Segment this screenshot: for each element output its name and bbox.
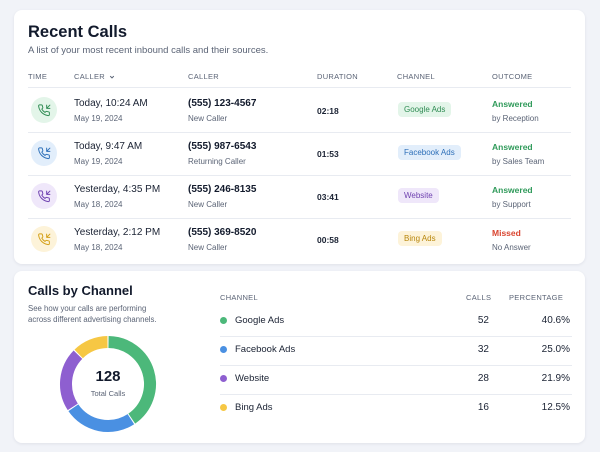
channel-badge: Bing Ads — [398, 231, 442, 246]
incoming-call-icon — [31, 97, 57, 123]
call-outcome-detail: by Reception — [492, 114, 539, 123]
column-duration: DURATION — [317, 72, 359, 81]
channel-row[interactable]: Google Ads 52 40.6% — [14, 307, 585, 336]
column-outcome: OUTCOME — [492, 72, 533, 81]
total-calls-label: Total Calls — [90, 389, 126, 398]
caller-phone[interactable]: (555) 123-4567 — [188, 98, 257, 109]
call-duration: 02:18 — [317, 106, 339, 116]
column-caller-sort-label: CALLER — [74, 72, 105, 81]
caller-phone[interactable]: (555) 246-8135 — [188, 184, 257, 195]
incoming-call-icon — [31, 226, 57, 252]
caller-type: New Caller — [188, 114, 228, 123]
channel-donut-chart — [60, 336, 156, 432]
incoming-call-icon — [31, 183, 57, 209]
channel-color-dot — [220, 346, 227, 353]
channel-name: Facebook Ads — [235, 344, 296, 355]
donut-slice-website — [60, 350, 83, 411]
channel-badge: Website — [398, 188, 439, 203]
column-calls: CALLS — [466, 293, 492, 302]
channel-color-dot — [220, 404, 227, 411]
channel-name: Website — [235, 373, 270, 384]
donut-slice-bing-ads — [74, 336, 108, 359]
recent-calls-subtitle: A list of your most recent inbound calls… — [28, 45, 269, 56]
channel-name: Google Ads — [235, 315, 285, 326]
row-divider — [28, 132, 571, 133]
column-percentage: PERCENTAGE — [509, 293, 564, 302]
caller-phone[interactable]: (555) 369-8520 — [188, 227, 257, 238]
channel-name: Bing Ads — [235, 402, 273, 413]
chevron-down-icon — [110, 75, 115, 79]
call-date: May 19, 2024 — [74, 157, 123, 166]
channel-color-dot — [220, 375, 227, 382]
call-outcome: Missed — [492, 228, 521, 238]
column-caller-sortable[interactable]: CALLER — [74, 72, 115, 81]
recent-calls-card: Recent Calls A list of your most recent … — [14, 10, 585, 264]
call-outcome-detail: by Support — [492, 200, 531, 209]
call-outcome: Answered — [492, 142, 533, 152]
channel-calls: 16 — [477, 402, 489, 413]
header-divider — [28, 87, 571, 88]
call-duration: 00:58 — [317, 235, 339, 245]
channel-percentage: 12.5% — [541, 402, 570, 413]
table-row[interactable]: Today, 10:24 AM May 19, 2024 (555) 123-4… — [14, 89, 585, 132]
channel-row[interactable]: Website 28 21.9% — [14, 365, 585, 394]
total-calls-value: 128 — [95, 368, 121, 385]
table-row[interactable]: Yesterday, 2:12 PM May 18, 2024 (555) 36… — [14, 218, 585, 261]
row-divider — [220, 365, 572, 366]
table-row[interactable]: Today, 9:47 AM May 19, 2024 (555) 987-65… — [14, 132, 585, 175]
channel-badge: Google Ads — [398, 102, 452, 117]
caller-type: New Caller — [188, 200, 228, 209]
call-date: May 18, 2024 — [74, 243, 123, 252]
donut-slice-google-ads — [108, 336, 156, 424]
call-date: May 18, 2024 — [74, 200, 123, 209]
channel-calls: 52 — [477, 315, 489, 326]
call-outcome: Answered — [492, 99, 533, 109]
call-outcome-detail: by Sales Team — [492, 157, 545, 166]
row-divider — [220, 336, 572, 337]
call-time: Today, 10:24 AM — [74, 98, 148, 109]
row-divider — [28, 218, 571, 219]
calls-by-channel-card: Calls by Channel See how your calls are … — [14, 271, 585, 443]
call-duration: 01:53 — [317, 149, 339, 159]
column-channel: CHANNEL — [397, 72, 435, 81]
caller-type: New Caller — [188, 243, 228, 252]
caller-phone[interactable]: (555) 987-6543 — [188, 141, 257, 152]
column-time: TIME — [28, 72, 48, 81]
call-time: Today, 9:47 AM — [74, 141, 143, 152]
incoming-call-icon — [31, 140, 57, 166]
channel-percentage: 40.6% — [541, 315, 570, 326]
channel-color-dot — [220, 317, 227, 324]
channel-row[interactable]: Bing Ads 16 12.5% — [14, 394, 585, 423]
channel-badge: Facebook Ads — [398, 145, 461, 160]
column-caller: CALLER — [188, 72, 219, 81]
recent-calls-table-header: TIME CALLER CALLER DURATION CHANNEL OUTC… — [14, 72, 585, 86]
column-channel: CHANNEL — [220, 293, 258, 302]
table-row[interactable]: Yesterday, 4:35 PM May 18, 2024 (555) 24… — [14, 175, 585, 218]
channel-calls: 28 — [477, 373, 489, 384]
row-divider — [28, 175, 571, 176]
call-date: May 19, 2024 — [74, 114, 123, 123]
channel-row[interactable]: Facebook Ads 32 25.0% — [14, 336, 585, 365]
recent-calls-title: Recent Calls — [28, 23, 128, 41]
call-time: Yesterday, 2:12 PM — [74, 227, 161, 238]
call-time: Yesterday, 4:35 PM — [74, 184, 161, 195]
caller-type: Returning Caller — [188, 157, 246, 166]
call-duration: 03:41 — [317, 192, 339, 202]
channel-percentage: 25.0% — [541, 344, 570, 355]
calls-by-channel-subtitle: See how your calls are performing across… — [28, 304, 157, 324]
row-divider — [220, 394, 572, 395]
call-outcome-detail: No Answer — [492, 243, 531, 252]
channel-percentage: 21.9% — [541, 373, 570, 384]
call-outcome: Answered — [492, 185, 533, 195]
calls-by-channel-title: Calls by Channel — [28, 283, 133, 298]
donut-slice-facebook-ads — [68, 404, 135, 432]
channel-calls: 32 — [477, 344, 489, 355]
